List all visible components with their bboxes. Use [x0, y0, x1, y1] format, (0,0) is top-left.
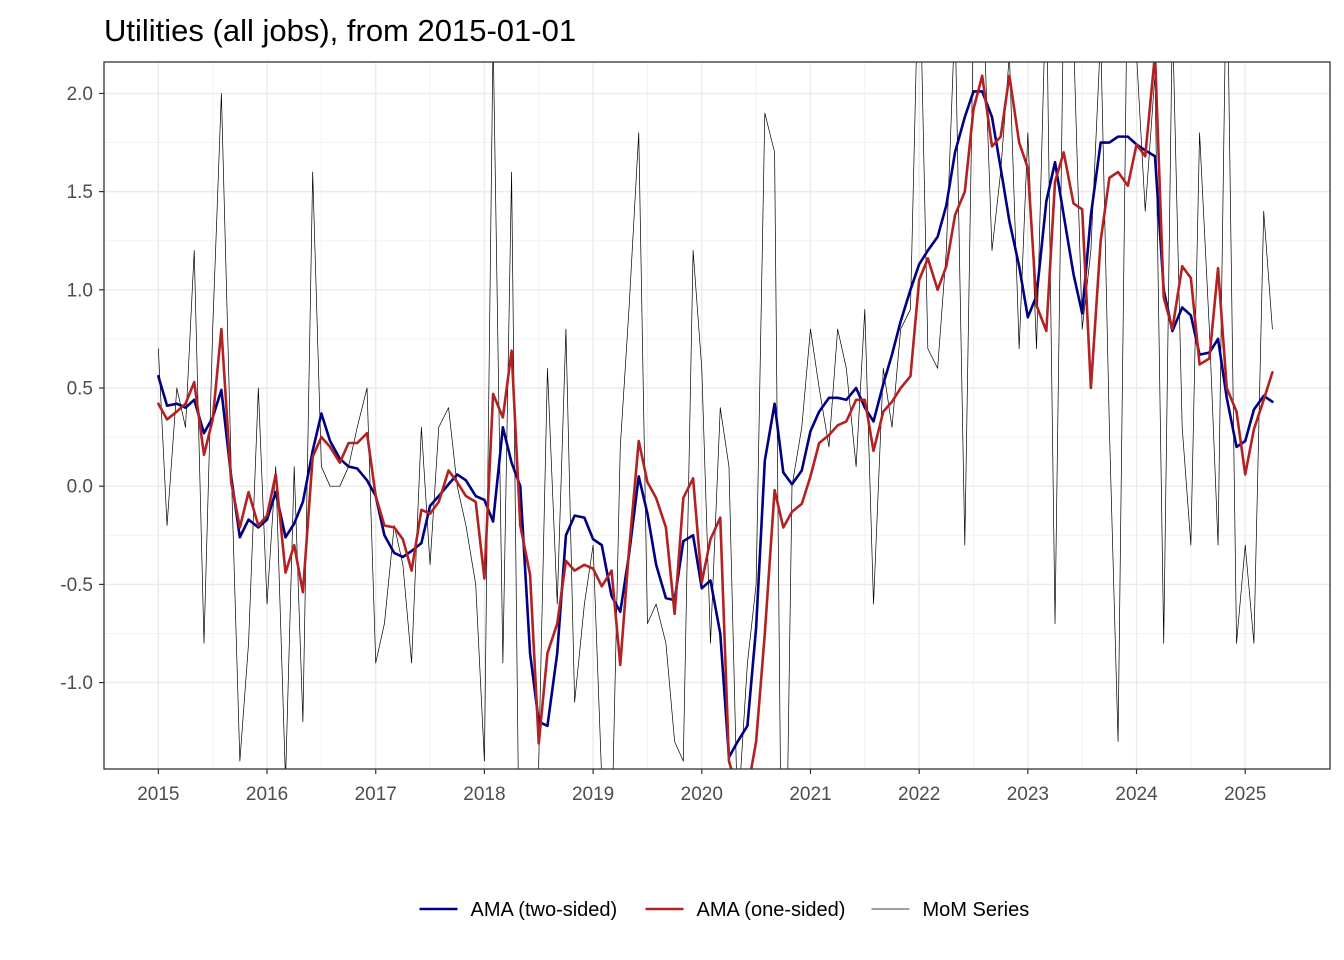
series-line-mom-series — [157, 62, 1273, 769]
x-tick-label: 2018 — [463, 784, 505, 805]
x-tick-label: 2023 — [1007, 784, 1049, 805]
major-gridlines — [104, 62, 1330, 769]
series-layer — [157, 62, 1274, 769]
minor-gridlines — [104, 62, 1330, 769]
legend-label: MoM Series — [923, 899, 1030, 921]
y-tick-label: 2.0 — [67, 84, 93, 105]
y-tick-label: -0.5 — [60, 575, 93, 596]
x-tick-label: 2015 — [137, 784, 179, 805]
y-axis: -1.0 -0.5 0.0 0.5 1.0 1.5 2.0 — [60, 84, 104, 694]
x-tick-label: 2022 — [898, 784, 940, 805]
x-tick-label: 2016 — [246, 784, 288, 805]
series-line-ama-two-sided — [157, 90, 1274, 759]
x-axis: 2015 2016 2017 2018 2019 2020 2021 2022 2023 2024… — [137, 769, 1266, 805]
x-tick-label: 2017 — [355, 784, 397, 805]
legend-item-ama-one-sided: AMA (one-sided) — [645, 899, 846, 921]
plot-panel-border — [103, 61, 1331, 770]
legend-item-mom-series: MoM Series — [871, 899, 1030, 921]
y-tick-label: 1.5 — [67, 182, 93, 203]
y-tick-label: 1.0 — [67, 280, 93, 301]
legend: AMA (two-sided) AMA (one-sided) MoM Series — [419, 899, 1030, 921]
x-tick-label: 2019 — [572, 784, 614, 805]
y-tick-label: 0.0 — [67, 477, 93, 498]
legend-item-ama-two-sided: AMA (two-sided) — [419, 899, 618, 921]
chart-title: Utilities (all jobs), from 2015-01-01 — [104, 13, 576, 48]
x-tick-label: 2021 — [789, 784, 831, 805]
x-tick-label: 2025 — [1224, 784, 1266, 805]
legend-label: AMA (one-sided) — [697, 899, 846, 921]
legend-label: AMA (two-sided) — [471, 899, 618, 921]
y-tick-label: 0.5 — [67, 379, 93, 400]
series-line-ama-one-sided — [157, 62, 1274, 769]
y-tick-label: -1.0 — [60, 673, 93, 694]
x-tick-label: 2024 — [1115, 784, 1158, 805]
x-tick-label: 2020 — [681, 784, 723, 805]
